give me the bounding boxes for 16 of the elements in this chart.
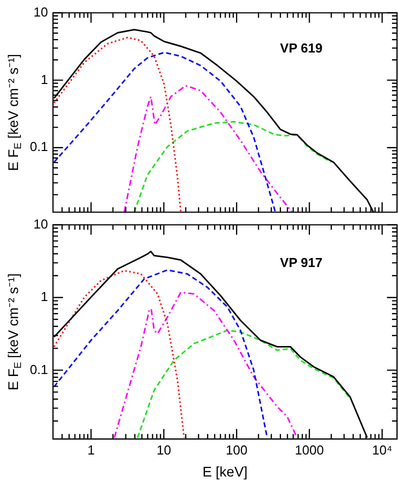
x-tick-label: 100: [226, 442, 248, 458]
y-axis-title: E FE [keV cm⁻² s⁻¹]: [4, 273, 24, 390]
y-tick-label: 0.1: [30, 139, 48, 154]
x-tick-label: 10: [156, 442, 172, 458]
x-axis-title: E [keV]: [202, 463, 248, 480]
x-tick-label: 1000: [294, 442, 324, 458]
annotation: VP 917: [280, 254, 322, 270]
x-tick-label: 10⁴: [372, 442, 392, 458]
annotation: VP 619: [280, 40, 322, 56]
y-tick-label: 0.1: [30, 362, 48, 377]
y-tick-label: 1: [40, 72, 48, 87]
y-tick-label: 10: [34, 4, 48, 20]
x-tick-label: 1: [87, 442, 95, 458]
y-tick-label: 1: [40, 289, 48, 304]
y-axis-title: E FE [keV cm⁻² s⁻¹]: [4, 54, 24, 172]
y-tick-label: 10: [34, 216, 48, 232]
